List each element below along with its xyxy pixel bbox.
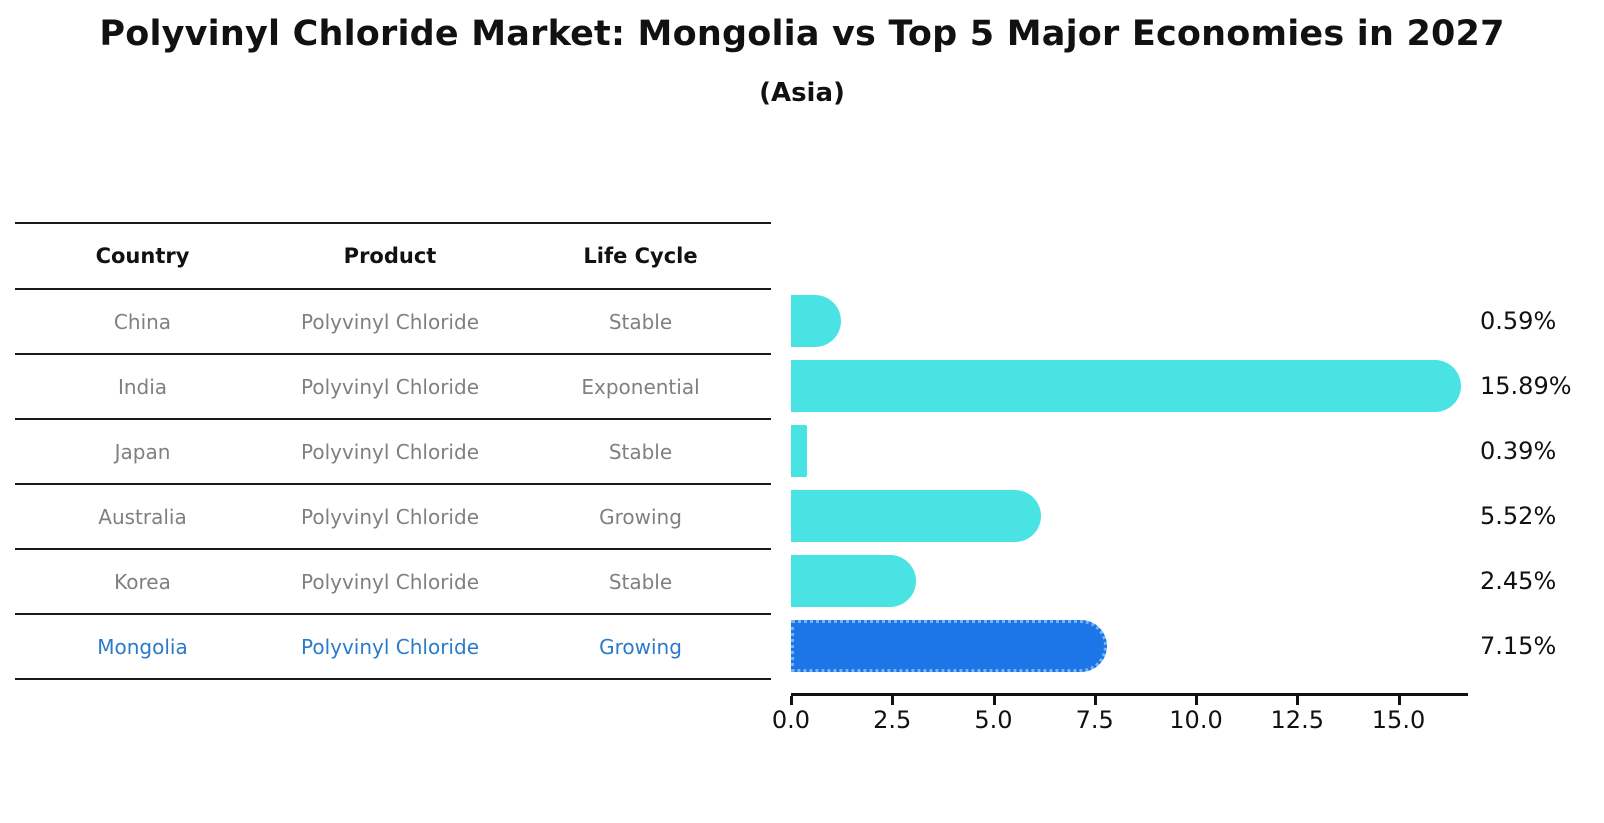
cell-country: Australia xyxy=(98,504,187,529)
cell-life_cycle: Stable xyxy=(608,569,673,594)
x-axis-line xyxy=(791,693,1468,696)
cell-product: Polyvinyl Chloride xyxy=(300,504,479,529)
x-axis-tick xyxy=(1093,696,1097,705)
x-axis-tick-label: 5.0 xyxy=(974,706,1013,734)
cell-country: Japan xyxy=(114,439,171,464)
x-axis-tick xyxy=(992,696,996,705)
x-axis-tick xyxy=(1195,696,1198,705)
chart-title: Polyvinyl Chloride Market: Mongolia vs T… xyxy=(99,14,1505,54)
table-row-india: India Polyvinyl Chloride Exponential xyxy=(15,355,771,420)
bar-mongolia xyxy=(791,619,1107,672)
x-axis-tick-label: 15.0 xyxy=(1371,706,1426,734)
chart-subtitle: (Asia) xyxy=(759,78,845,108)
value-label-japan: 0.39% xyxy=(1480,436,1557,465)
value-label-china: 0.59% xyxy=(1480,306,1557,335)
value-label-australia: 5.52% xyxy=(1480,501,1557,530)
value-label-india: 15.89% xyxy=(1480,371,1572,400)
table-row-mongolia: Mongolia Polyvinyl Chloride Growing xyxy=(15,615,771,680)
cell-life_cycle: Growing xyxy=(599,634,682,659)
table-row-japan: Japan Polyvinyl Chloride Stable xyxy=(15,420,771,485)
value-label-mongolia: 7.15% xyxy=(1480,631,1557,660)
bar-india xyxy=(791,359,1461,412)
x-axis-tick xyxy=(790,696,793,705)
cell-life_cycle: Stable xyxy=(608,309,673,334)
cell-product: Polyvinyl Chloride xyxy=(300,569,479,594)
x-axis-tick xyxy=(891,696,895,705)
x-axis-tick xyxy=(1296,696,1300,705)
table-row-australia: Australia Polyvinyl Chloride Growing xyxy=(15,485,771,550)
cell-product: Polyvinyl Chloride xyxy=(300,439,479,464)
value-label-korea: 2.45% xyxy=(1480,566,1557,595)
x-axis-tick-label: 7.5 xyxy=(1075,706,1114,734)
cell-product: Polyvinyl Chloride xyxy=(300,634,479,659)
table-header-row: Country Product Life Cycle xyxy=(15,224,771,290)
cell-country: China xyxy=(113,309,172,334)
cell-life_cycle: Exponential xyxy=(581,374,700,399)
bar-japan xyxy=(791,424,807,477)
x-axis-tick-label: 2.5 xyxy=(873,706,912,734)
bar-australia xyxy=(791,489,1041,542)
data-table: Country Product Life Cycle China Polyvinyl C… xyxy=(15,222,771,680)
cell-life_cycle: Growing xyxy=(599,504,682,529)
cell-country: India xyxy=(117,374,168,399)
table-row-korea: Korea Polyvinyl Chloride Stable xyxy=(15,550,771,615)
x-axis-tick-label: 10.0 xyxy=(1169,706,1223,734)
column-header-product: Product xyxy=(343,244,437,268)
cell-product: Polyvinyl Chloride xyxy=(300,374,479,399)
column-header-country: Country xyxy=(95,244,190,268)
cell-product: Polyvinyl Chloride xyxy=(300,309,479,334)
cell-life_cycle: Stable xyxy=(608,439,673,464)
bar-china xyxy=(791,294,841,347)
x-axis-tick xyxy=(1397,696,1401,705)
x-axis-tick-label: 0.0 xyxy=(771,706,811,734)
x-axis-tick-label: 12.5 xyxy=(1270,706,1324,734)
cell-country: Mongolia xyxy=(97,634,188,659)
column-header-life-cycle: Life Cycle xyxy=(583,244,698,268)
cell-country: Korea xyxy=(114,569,171,594)
table-row-china: China Polyvinyl Chloride Stable xyxy=(15,290,771,355)
bar-korea xyxy=(791,554,916,607)
